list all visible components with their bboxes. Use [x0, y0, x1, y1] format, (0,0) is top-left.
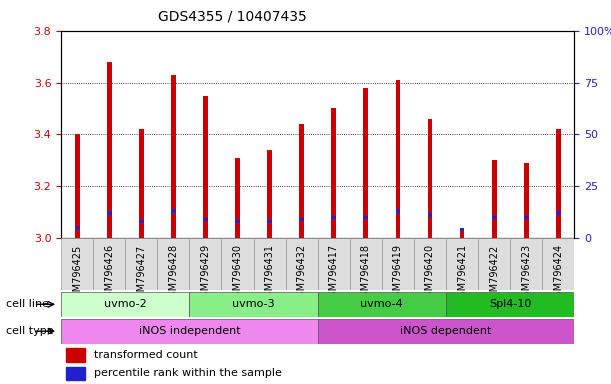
Text: Spl4-10: Spl4-10	[489, 299, 532, 310]
Bar	[125, 238, 158, 290]
Bar	[331, 109, 336, 238]
Bar	[318, 292, 446, 317]
Bar	[510, 238, 543, 290]
Bar	[318, 319, 574, 344]
Bar	[285, 238, 318, 290]
Bar	[459, 228, 464, 231]
Bar	[524, 163, 529, 238]
Text: GSM796417: GSM796417	[329, 244, 338, 303]
Text: cell type: cell type	[6, 326, 54, 336]
Bar	[107, 62, 112, 238]
Bar	[139, 129, 144, 238]
Text: percentile rank within the sample: percentile rank within the sample	[95, 368, 282, 378]
Text: GSM796420: GSM796420	[425, 244, 435, 303]
Text: GSM796430: GSM796430	[233, 244, 243, 303]
Bar	[267, 220, 272, 223]
Bar	[382, 238, 414, 290]
Bar	[556, 129, 561, 238]
Bar	[75, 134, 79, 238]
Text: GSM796428: GSM796428	[169, 244, 178, 303]
Bar	[459, 230, 464, 238]
Bar	[331, 215, 336, 219]
Bar	[428, 214, 433, 217]
Bar	[235, 220, 240, 223]
Bar	[203, 218, 208, 221]
Bar	[93, 238, 125, 290]
Bar	[299, 218, 304, 221]
Bar	[446, 292, 574, 317]
Bar	[75, 226, 79, 229]
Bar	[203, 96, 208, 238]
Text: GSM796419: GSM796419	[393, 244, 403, 303]
Text: GSM796431: GSM796431	[265, 244, 274, 303]
Text: iNOS independent: iNOS independent	[139, 326, 240, 336]
Text: uvmo-3: uvmo-3	[232, 299, 275, 310]
Bar	[364, 88, 368, 238]
Bar	[61, 292, 189, 317]
Text: uvmo-2: uvmo-2	[104, 299, 147, 310]
Bar	[395, 209, 400, 213]
Bar	[364, 215, 368, 219]
Bar	[428, 119, 433, 238]
Bar	[414, 238, 446, 290]
Bar	[492, 215, 497, 219]
Bar	[189, 292, 318, 317]
Bar	[318, 238, 349, 290]
Bar	[171, 209, 176, 213]
Text: cell line: cell line	[6, 299, 49, 310]
Text: GSM796432: GSM796432	[297, 244, 307, 303]
Bar	[66, 348, 85, 362]
Bar	[139, 220, 144, 223]
Bar	[235, 158, 240, 238]
Text: GSM796427: GSM796427	[136, 244, 146, 303]
Bar	[395, 80, 400, 238]
Text: transformed count: transformed count	[95, 350, 198, 360]
Bar	[524, 215, 529, 219]
Bar	[349, 238, 382, 290]
Bar	[478, 238, 510, 290]
Bar	[158, 238, 189, 290]
Text: GDS4355 / 10407435: GDS4355 / 10407435	[158, 10, 307, 23]
Bar	[267, 150, 272, 238]
Bar	[107, 211, 112, 215]
Text: GSM796426: GSM796426	[104, 244, 114, 303]
Text: iNOS dependent: iNOS dependent	[400, 326, 492, 336]
Bar	[556, 211, 561, 215]
Bar	[492, 161, 497, 238]
Text: uvmo-4: uvmo-4	[360, 299, 403, 310]
Text: GSM796421: GSM796421	[457, 244, 467, 303]
Bar	[543, 238, 574, 290]
Text: GSM796422: GSM796422	[489, 244, 499, 303]
Bar	[66, 367, 85, 380]
Bar	[254, 238, 285, 290]
Text: GSM796424: GSM796424	[554, 244, 563, 303]
Bar	[221, 238, 254, 290]
Bar	[171, 75, 176, 238]
Bar	[61, 319, 318, 344]
Bar	[189, 238, 221, 290]
Text: GSM796425: GSM796425	[72, 244, 82, 303]
Bar	[299, 124, 304, 238]
Text: GSM796418: GSM796418	[361, 244, 371, 303]
Bar	[446, 238, 478, 290]
Bar	[61, 238, 93, 290]
Text: GSM796429: GSM796429	[200, 244, 210, 303]
Text: GSM796423: GSM796423	[521, 244, 531, 303]
